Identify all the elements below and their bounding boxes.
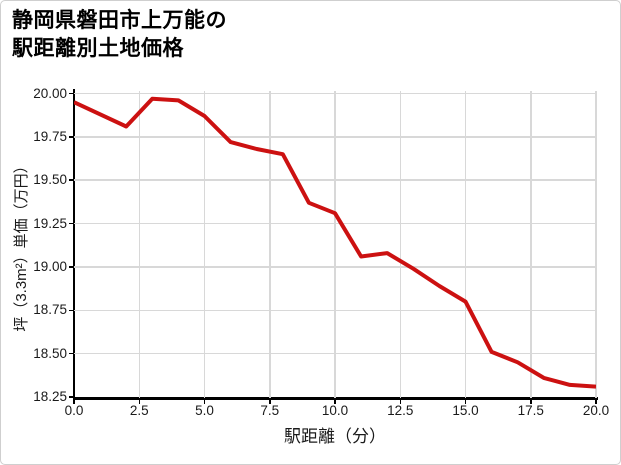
price-line-chart	[74, 96, 596, 389]
x-tick-mark	[399, 400, 401, 404]
y-axis-label: 坪（3.3m²）単価（万円）	[13, 158, 30, 332]
y-tick-label: 20.00	[33, 85, 67, 101]
y-tick-mark	[68, 266, 73, 268]
y-tick-label: 19.25	[33, 215, 67, 231]
gridline-x	[203, 91, 206, 398]
x-tick-mark	[138, 400, 140, 404]
gridline-x	[464, 91, 467, 398]
y-tick-label: 19.00	[33, 258, 67, 274]
x-tick-mark	[464, 400, 467, 404]
gridline-y	[74, 266, 596, 268]
plot-area	[74, 91, 597, 398]
chart-title: 静岡県磐田市上万能の 駅距離別土地価格	[12, 7, 227, 63]
y-tick-mark	[68, 352, 73, 355]
x-tick-mark	[269, 400, 271, 404]
x-tick-label: 7.5	[260, 403, 280, 418]
gridline-y	[74, 309, 596, 312]
x-tick-mark	[530, 400, 532, 404]
x-tick-mark	[73, 400, 75, 404]
gridline-y	[74, 179, 596, 181]
x-tick-label: 17.5	[517, 403, 544, 418]
y-tick-mark	[68, 396, 73, 398]
y-tick-mark	[68, 92, 73, 95]
y-tick-label: 18.75	[33, 302, 67, 318]
x-tick-label: 2.5	[129, 403, 149, 418]
gridline-x	[595, 91, 597, 398]
y-tick-label: 19.75	[33, 128, 67, 144]
gridline-y	[74, 136, 596, 138]
chart-title-line-1: 静岡県磐田市上万能の	[12, 9, 227, 32]
gridline-y	[74, 352, 596, 355]
chart-title-line-2: 駅距離別土地価格	[12, 36, 184, 60]
gridline-x	[399, 91, 401, 398]
x-tick-mark	[334, 400, 336, 404]
y-tick-mark	[68, 222, 73, 225]
gridline-x	[334, 91, 336, 398]
y-tick-mark	[68, 136, 73, 138]
x-tick-label: 15.0	[452, 403, 479, 418]
gridline-y	[74, 92, 596, 95]
y-tick-label: 19.50	[33, 172, 67, 188]
y-tick-mark	[68, 179, 73, 181]
gridline-x	[269, 91, 271, 398]
price-line	[74, 96, 596, 389]
x-axis-label: 駅距離（分）	[284, 427, 386, 446]
y-axis-spine	[72, 89, 75, 399]
x-tick-mark	[595, 400, 597, 404]
x-tick-label: 20.0	[582, 403, 610, 418]
x-tick-label: 10.0	[321, 403, 349, 418]
x-tick-mark	[203, 400, 206, 404]
x-axis-spine	[72, 397, 598, 400]
x-tick-label: 5.0	[195, 403, 214, 418]
x-tick-label: 0.0	[64, 403, 84, 418]
gridline-y	[74, 222, 596, 225]
gridline-x	[530, 91, 532, 398]
y-tick-label: 18.25	[33, 389, 67, 404]
gridline-x	[138, 91, 140, 398]
y-tick-label: 18.50	[33, 345, 67, 361]
y-tick-mark	[68, 309, 73, 312]
x-tick-label: 12.5	[387, 403, 414, 418]
